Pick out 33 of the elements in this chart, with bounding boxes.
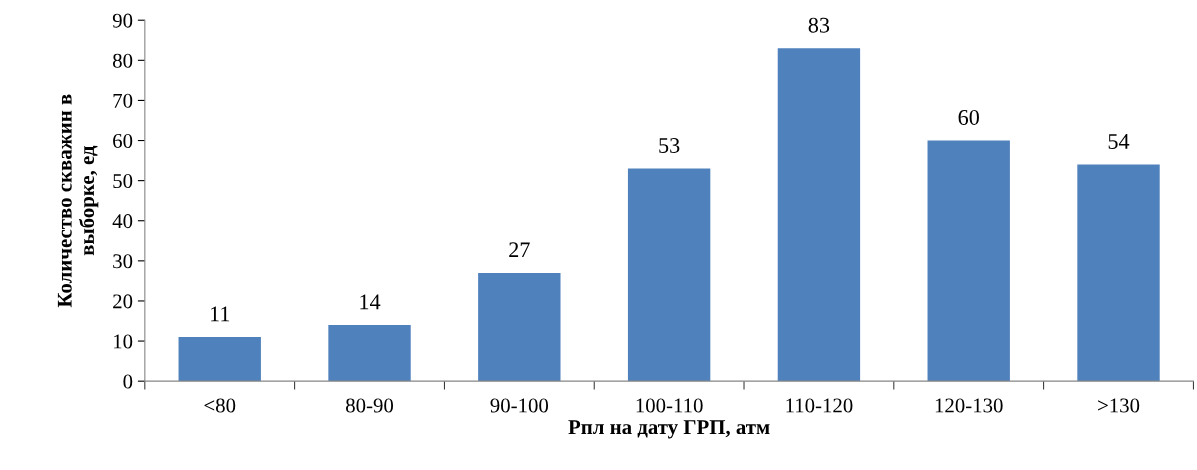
x-tick-label: 90-100 [490,398,549,413]
bar [777,48,861,382]
data-label: 53 [659,138,680,153]
bar [328,325,411,382]
y-tick-label: 0 [123,374,133,389]
y-tick-label: 50 [113,174,133,189]
data-label: 14 [360,294,381,310]
y-tick-label: 90 [112,13,133,28]
x-tick-label: 110-120 [786,398,853,413]
y-tick-label: 70 [113,93,133,108]
y-tick-label: 60 [113,133,133,148]
data-label: 60 [958,109,979,125]
bar [178,337,261,382]
x-tick-label: <80 [204,398,236,413]
bar [927,140,1010,382]
y-tick-label: 40 [112,214,133,229]
data-label: 83 [808,17,830,33]
y-tick-label: 80 [112,53,133,68]
x-tick-label: 100-110 [636,398,703,413]
y-tick-label: 10 [114,334,133,349]
x-tick-label: 120-130 [935,398,1003,413]
x-tick-label: >130 [1098,398,1140,413]
bar [1077,164,1160,382]
x-axis-title: Рпл на дату ГРП, атм [568,420,770,439]
data-label: 54 [1108,134,1130,149]
y-tick-label: 20 [113,294,133,309]
bar [627,168,711,382]
data-label: 27 [509,242,530,258]
y-axis-title: Количество скважин в выборке, ед [57,94,99,308]
y-tick-label: 30 [113,254,133,269]
x-tick-label: 80-90 [346,398,394,413]
bar [478,272,561,382]
data-label: 11 [211,306,230,322]
